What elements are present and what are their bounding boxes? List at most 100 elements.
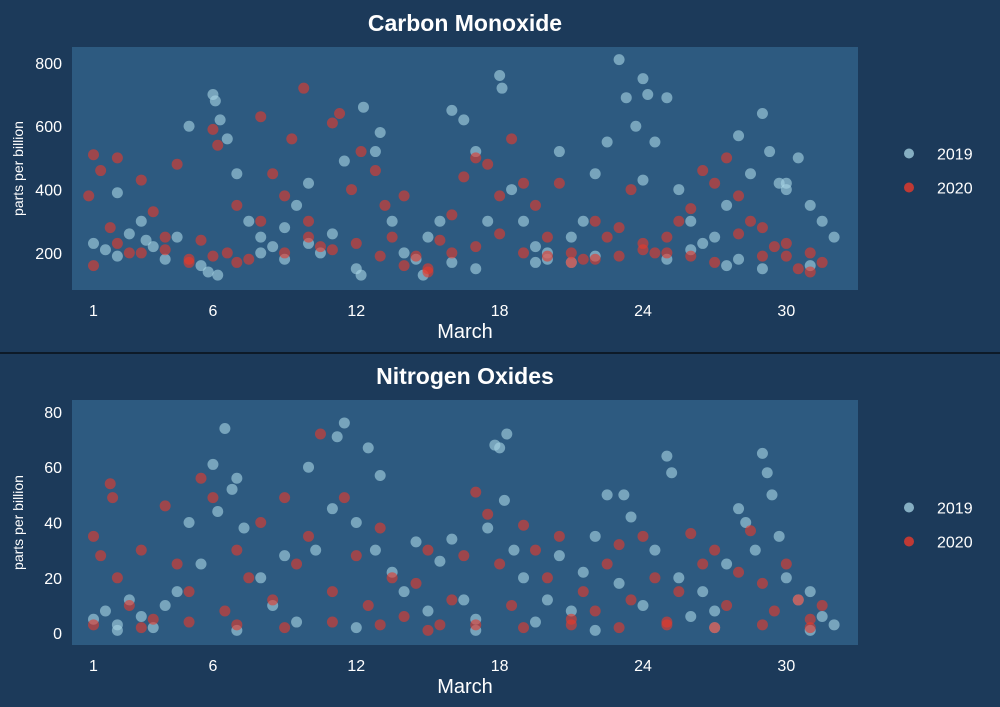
data-point-2020 bbox=[637, 237, 649, 249]
data-point-2020 bbox=[422, 624, 434, 636]
data-point-2019 bbox=[398, 586, 410, 598]
data-point-2019 bbox=[446, 256, 458, 268]
data-point-2019 bbox=[434, 555, 446, 567]
data-point-2019 bbox=[506, 184, 518, 196]
data-point-2020 bbox=[326, 117, 338, 129]
data-point-2019 bbox=[111, 624, 123, 636]
data-point-2020 bbox=[159, 231, 171, 243]
data-point-2019 bbox=[761, 467, 773, 479]
data-point-2020 bbox=[529, 544, 541, 556]
data-point-2019 bbox=[338, 417, 350, 429]
data-point-2019 bbox=[661, 450, 673, 462]
x-tick-label: 30 bbox=[777, 303, 795, 320]
data-point-2020 bbox=[709, 256, 721, 268]
data-point-2020 bbox=[95, 165, 107, 177]
y-tick-label: 400 bbox=[35, 183, 62, 200]
data-point-2020 bbox=[804, 613, 816, 625]
data-point-2020 bbox=[147, 613, 159, 625]
data-point-2020 bbox=[446, 247, 458, 259]
data-point-2019 bbox=[350, 517, 362, 528]
data-point-2019 bbox=[357, 101, 369, 113]
data-point-2019 bbox=[553, 550, 565, 562]
data-point-2020 bbox=[355, 146, 367, 158]
data-point-2019 bbox=[470, 263, 482, 275]
data-point-2020 bbox=[756, 250, 768, 262]
data-point-2020 bbox=[709, 544, 721, 556]
data-point-2019 bbox=[661, 92, 673, 104]
data-point-2019 bbox=[147, 241, 159, 253]
data-point-2019 bbox=[111, 250, 123, 262]
data-point-2020 bbox=[518, 622, 530, 634]
data-point-2020 bbox=[231, 544, 243, 556]
x-axis-label: March bbox=[437, 321, 493, 343]
data-point-2020 bbox=[613, 539, 625, 551]
data-point-2020 bbox=[792, 594, 804, 606]
legend-label: 2020 bbox=[937, 535, 973, 552]
data-point-2020 bbox=[565, 247, 577, 259]
data-point-2020 bbox=[267, 594, 279, 606]
data-point-2019 bbox=[589, 624, 601, 636]
y-tick-label: 600 bbox=[35, 119, 62, 136]
data-point-2019 bbox=[446, 104, 458, 116]
data-point-2020 bbox=[780, 250, 792, 262]
data-point-2020 bbox=[804, 266, 816, 278]
data-point-2019 bbox=[350, 622, 362, 634]
data-point-2020 bbox=[243, 572, 255, 584]
data-point-2019 bbox=[238, 522, 250, 534]
data-point-2020 bbox=[111, 152, 123, 164]
data-point-2019 bbox=[828, 619, 840, 631]
data-point-2020 bbox=[88, 619, 100, 631]
data-point-2019 bbox=[649, 136, 661, 148]
data-point-2020 bbox=[792, 263, 804, 275]
data-point-2019 bbox=[482, 522, 494, 534]
data-point-2020 bbox=[625, 594, 637, 606]
data-point-2019 bbox=[140, 234, 152, 246]
data-point-2020 bbox=[780, 558, 792, 570]
data-point-2020 bbox=[104, 222, 116, 234]
data-point-2019 bbox=[685, 215, 697, 227]
data-point-2019 bbox=[721, 558, 733, 570]
data-point-2020 bbox=[171, 158, 183, 170]
data-point-2020 bbox=[494, 190, 506, 202]
data-point-2020 bbox=[338, 492, 350, 504]
data-point-2020 bbox=[255, 215, 267, 227]
data-point-2020 bbox=[255, 111, 267, 123]
data-point-2019 bbox=[195, 558, 207, 570]
data-point-2020 bbox=[458, 171, 470, 183]
data-point-2019 bbox=[828, 231, 840, 243]
data-point-2019 bbox=[291, 616, 303, 628]
y-tick-label: 800 bbox=[35, 56, 62, 73]
data-point-2020 bbox=[298, 82, 310, 94]
data-point-2020 bbox=[231, 619, 243, 631]
data-point-2019 bbox=[792, 152, 804, 164]
data-point-2019 bbox=[756, 108, 768, 120]
data-point-2019 bbox=[613, 54, 625, 66]
data-point-2019 bbox=[221, 133, 233, 145]
data-point-2020 bbox=[111, 572, 123, 584]
x-tick-label: 30 bbox=[777, 658, 795, 675]
data-point-2020 bbox=[709, 622, 721, 634]
data-point-2020 bbox=[386, 572, 398, 584]
data-point-2019 bbox=[88, 237, 100, 249]
data-point-2019 bbox=[733, 503, 745, 515]
x-tick-label: 1 bbox=[89, 303, 98, 320]
data-point-2019 bbox=[209, 95, 221, 107]
x-tick-label: 24 bbox=[634, 303, 652, 320]
data-point-2019 bbox=[231, 472, 243, 484]
y-axis-label: parts per billion bbox=[10, 121, 26, 216]
data-point-2020 bbox=[135, 622, 147, 634]
data-point-2020 bbox=[326, 616, 338, 628]
data-point-2020 bbox=[518, 519, 530, 531]
data-point-2020 bbox=[470, 619, 482, 631]
data-point-2019 bbox=[501, 428, 513, 440]
data-point-2020 bbox=[362, 599, 374, 611]
data-point-2020 bbox=[577, 253, 589, 265]
data-point-2020 bbox=[374, 250, 386, 262]
data-point-2020 bbox=[326, 586, 338, 598]
data-point-2019 bbox=[673, 184, 685, 196]
data-point-2020 bbox=[553, 177, 565, 189]
data-point-2019 bbox=[649, 544, 661, 556]
plot-area bbox=[72, 47, 858, 290]
data-point-2019 bbox=[625, 511, 637, 523]
data-point-2019 bbox=[202, 266, 214, 278]
